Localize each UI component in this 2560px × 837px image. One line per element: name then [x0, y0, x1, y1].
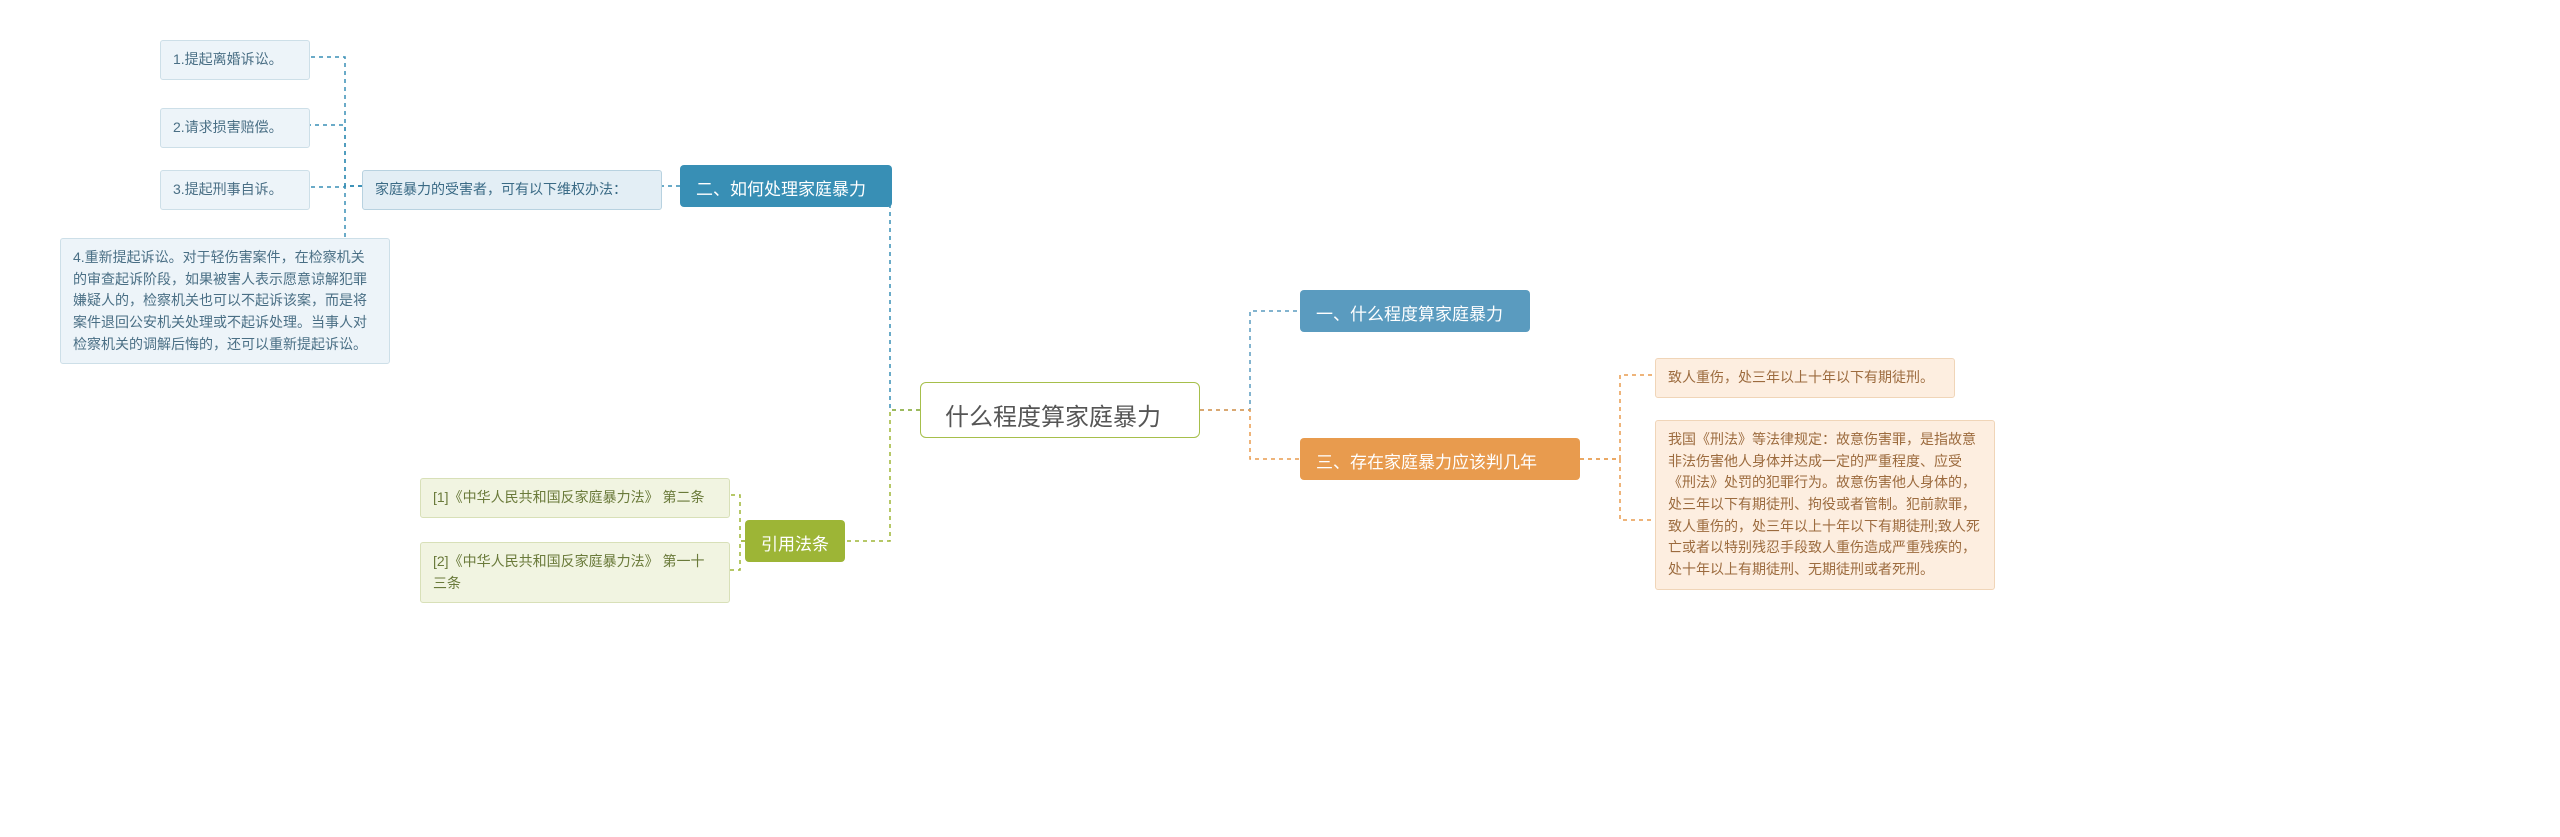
leaf-b2-3: 3.提起刑事自诉。 [160, 170, 310, 210]
branch-2: 二、如何处理家庭暴力 [680, 165, 892, 207]
connector-layer [0, 0, 2560, 837]
leaf-b4-1: [1]《中华人民共和国反家庭暴力法》 第二条 [420, 478, 730, 518]
sub-b2: 家庭暴力的受害者，可有以下维权办法： [362, 170, 662, 210]
leaf-b3-1: 致人重伤，处三年以上十年以下有期徒刑。 [1655, 358, 1955, 398]
leaf-b2-1: 1.提起离婚诉讼。 [160, 40, 310, 80]
branch-4: 引用法条 [745, 520, 845, 562]
root-node: 什么程度算家庭暴力 [920, 382, 1200, 438]
leaf-b2-4: 4.重新提起诉讼。对于轻伤害案件，在检察机关的审查起诉阶段，如果被害人表示愿意谅… [60, 238, 390, 364]
leaf-b3-2: 我国《刑法》等法律规定：故意伤害罪，是指故意非法伤害他人身体并达成一定的严重程度… [1655, 420, 1995, 590]
branch-3: 三、存在家庭暴力应该判几年 [1300, 438, 1580, 480]
leaf-b2-2: 2.请求损害赔偿。 [160, 108, 310, 148]
branch-1: 一、什么程度算家庭暴力 [1300, 290, 1530, 332]
leaf-b4-2: [2]《中华人民共和国反家庭暴力法》 第一十三条 [420, 542, 730, 603]
